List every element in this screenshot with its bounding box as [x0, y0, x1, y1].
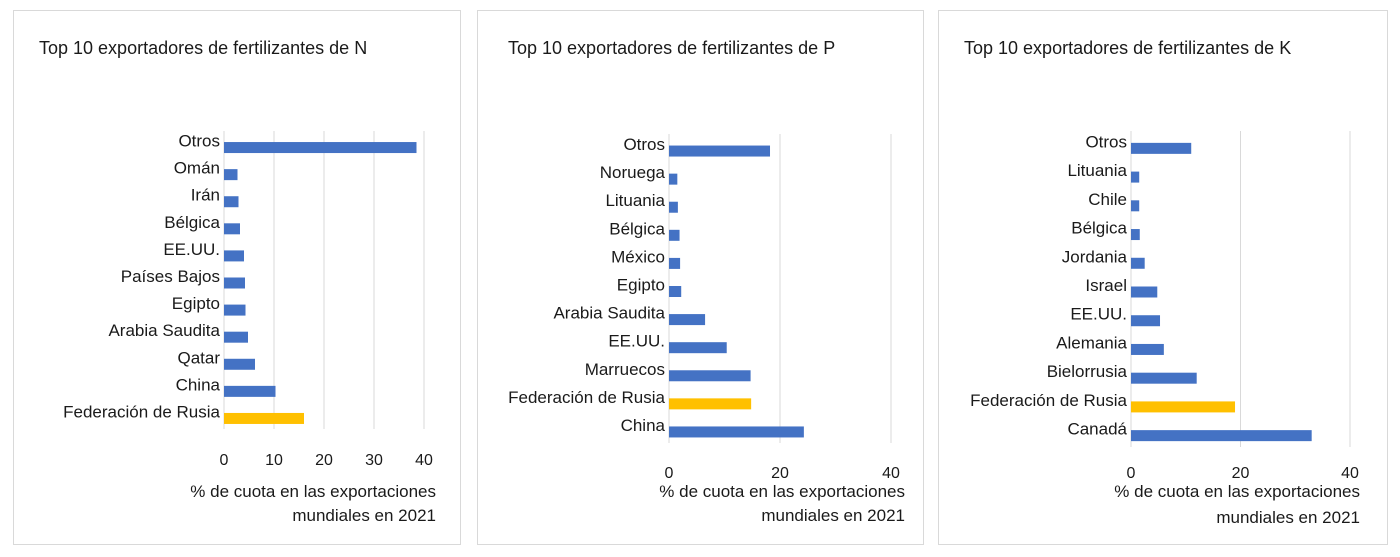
bar [669, 398, 752, 410]
chart-title: Top 10 exportadores de fertilizantes de … [508, 38, 835, 58]
category-label: Países Bajos [121, 267, 220, 286]
bar [1131, 343, 1164, 355]
x-axis-title: % de cuota en las exportaciones [659, 482, 905, 501]
bar [1131, 286, 1158, 298]
category-label: Egipto [172, 294, 220, 313]
bar [1131, 372, 1197, 384]
category-label: Irán [191, 186, 220, 205]
bar [224, 223, 240, 235]
category-label: Otros [623, 135, 665, 154]
bar [669, 370, 751, 382]
category-label: EE.UU. [163, 240, 220, 259]
bar [224, 412, 304, 424]
bar [224, 358, 255, 370]
chart-title: Top 10 exportadores de fertilizantes de … [39, 38, 367, 58]
bar [1131, 200, 1140, 212]
category-label: China [621, 416, 666, 435]
category-label: Qatar [177, 348, 220, 367]
tick-label: 0 [665, 465, 674, 482]
bar [669, 342, 727, 354]
chart-panel-n: Top 10 exportadores de fertilizantes de … [13, 10, 461, 545]
bar [224, 277, 245, 289]
chart-panel-p: Top 10 exportadores de fertilizantes de … [477, 10, 924, 545]
category-label: Omán [174, 159, 220, 178]
bar [669, 286, 682, 297]
tick-label: 40 [882, 465, 900, 482]
tick-label: 0 [220, 452, 229, 469]
x-axis-title: mundiales en 2021 [761, 506, 905, 525]
x-axis-title: mundiales en 2021 [1216, 508, 1360, 527]
category-label: Marruecos [585, 360, 665, 379]
bar [224, 331, 248, 343]
tick-label: 20 [315, 452, 333, 469]
bar [1131, 257, 1145, 269]
category-label: Arabia Saudita [108, 321, 220, 340]
bar [224, 385, 276, 397]
bar [669, 201, 678, 213]
tick-label: 40 [1341, 465, 1359, 482]
bar [224, 196, 239, 208]
bar [1131, 171, 1140, 183]
category-label: Egipto [617, 276, 665, 295]
tick-label: 0 [1127, 465, 1136, 482]
category-label: Otros [178, 132, 220, 151]
bar [224, 304, 246, 316]
bar [669, 173, 678, 185]
category-label: Lituania [1067, 161, 1127, 180]
tick-label: 40 [415, 452, 433, 469]
bar [224, 169, 238, 181]
bar [669, 229, 680, 241]
category-label: EE.UU. [608, 332, 665, 351]
bar [224, 250, 244, 262]
category-label: Alemania [1056, 333, 1127, 352]
category-label: Chile [1088, 190, 1127, 209]
category-label: Bielorrusia [1047, 362, 1128, 381]
chart-p: Top 10 exportadores de fertilizantes de … [508, 38, 905, 525]
bar [1131, 401, 1236, 413]
chart-k: Top 10 exportadores de fertilizantes de … [964, 38, 1360, 527]
bar [1131, 142, 1192, 154]
tick-label: 20 [1232, 465, 1250, 482]
category-label: Federación de Rusia [63, 402, 220, 421]
category-label: EE.UU. [1070, 305, 1127, 324]
x-axis-title: % de cuota en las exportaciones [1114, 482, 1360, 501]
tick-label: 20 [771, 465, 789, 482]
tick-label: 10 [265, 452, 283, 469]
category-label: Arabia Saudita [553, 304, 665, 323]
chart-n: Top 10 exportadores de fertilizantes de … [39, 38, 436, 525]
x-axis-title: % de cuota en las exportaciones [190, 482, 436, 501]
category-label: China [176, 375, 221, 394]
category-label: Bélgica [164, 213, 220, 232]
bar [224, 142, 417, 154]
bar [669, 145, 771, 157]
category-label: Jordania [1062, 247, 1128, 266]
bar [1131, 229, 1140, 241]
category-label: Bélgica [1071, 219, 1127, 238]
bar [669, 257, 681, 269]
category-label: Israel [1085, 276, 1127, 295]
category-label: Canadá [1067, 420, 1127, 439]
bar [1131, 315, 1161, 327]
category-label: Lituania [605, 191, 665, 210]
chart-panel-k: Top 10 exportadores de fertilizantes de … [938, 10, 1388, 545]
category-label: Federación de Rusia [508, 388, 665, 407]
category-label: Otros [1085, 132, 1127, 151]
category-label: Bélgica [609, 219, 665, 238]
category-label: Federación de Rusia [970, 391, 1127, 410]
chart-title: Top 10 exportadores de fertilizantes de … [964, 38, 1291, 58]
category-label: México [611, 247, 665, 266]
bar [669, 426, 804, 438]
x-axis-title: mundiales en 2021 [292, 506, 436, 525]
bar [1131, 430, 1312, 442]
tick-label: 30 [365, 452, 383, 469]
category-label: Noruega [600, 163, 666, 182]
bar [669, 314, 706, 326]
